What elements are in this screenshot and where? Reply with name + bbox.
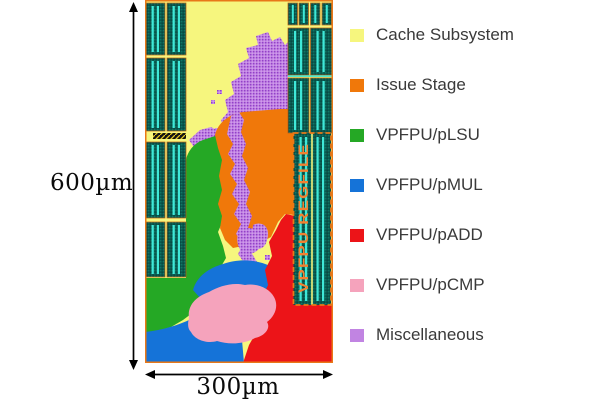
legend-item-issue-stage: Issue Stage bbox=[350, 75, 466, 94]
vpfpu-regfile-block: VPFPU REGFILE bbox=[292, 132, 332, 306]
arrowhead-down-icon bbox=[129, 360, 138, 370]
legend-swatch-icon bbox=[350, 228, 364, 242]
sram-macro-blocks bbox=[145, 2, 333, 278]
sram-divider-line bbox=[288, 75, 332, 77]
legend-item-vpfpu-padd: VPFPU/pADD bbox=[350, 225, 483, 244]
legend-item-cache-subsystem: Cache Subsystem bbox=[350, 25, 514, 44]
regfile-dashed-border bbox=[292, 132, 332, 306]
floorplan-border bbox=[145, 0, 333, 363]
sram-stripes bbox=[151, 5, 328, 274]
height-dimension-label: 600µm bbox=[50, 170, 134, 196]
legend-label: VPFPU/pADD bbox=[376, 225, 483, 244]
legend-item-vpfpu-pcmp: VPFPU/pCMP bbox=[350, 275, 485, 294]
legend-label: VPFPU/pLSU bbox=[376, 125, 480, 144]
legend-label: Issue Stage bbox=[376, 75, 466, 94]
legend-label: VPFPU/pCMP bbox=[376, 275, 485, 294]
hatched-bar bbox=[153, 133, 186, 139]
regfile-label: VPFPU REGFILE bbox=[296, 143, 311, 293]
width-dimension-arrow bbox=[145, 370, 333, 379]
legend-swatch-icon bbox=[350, 328, 364, 342]
arrowhead-right-icon bbox=[323, 370, 333, 379]
legend-item-vpfpu-plsu: VPFPU/pLSU bbox=[350, 125, 480, 144]
arrowhead-left-icon bbox=[145, 370, 155, 379]
legend-item-miscellaneous: Miscellaneous bbox=[350, 325, 484, 344]
arrowhead-up-icon bbox=[129, 2, 138, 12]
legend-swatch-icon bbox=[350, 278, 364, 292]
region-miscellaneous-upper bbox=[189, 32, 288, 147]
chip-floorplan: VPFPU REGFILE bbox=[145, 0, 333, 363]
height-dimension-arrow bbox=[129, 2, 138, 370]
legend-swatch-icon bbox=[350, 78, 364, 92]
legend-label: Miscellaneous bbox=[376, 325, 484, 344]
legend-label: Cache Subsystem bbox=[376, 25, 514, 44]
legend: Cache Subsystem Issue Stage VPFPU/pLSU V… bbox=[350, 0, 560, 400]
legend-swatch-icon bbox=[350, 178, 364, 192]
legend-swatch-icon bbox=[350, 28, 364, 42]
region-vpfpu-pcmp bbox=[188, 283, 277, 344]
legend-item-vpfpu-pmul: VPFPU/pMUL bbox=[350, 175, 483, 194]
legend-swatch-icon bbox=[350, 128, 364, 142]
legend-label: VPFPU/pMUL bbox=[376, 175, 483, 194]
width-dimension-label: 300µm bbox=[196, 374, 280, 400]
